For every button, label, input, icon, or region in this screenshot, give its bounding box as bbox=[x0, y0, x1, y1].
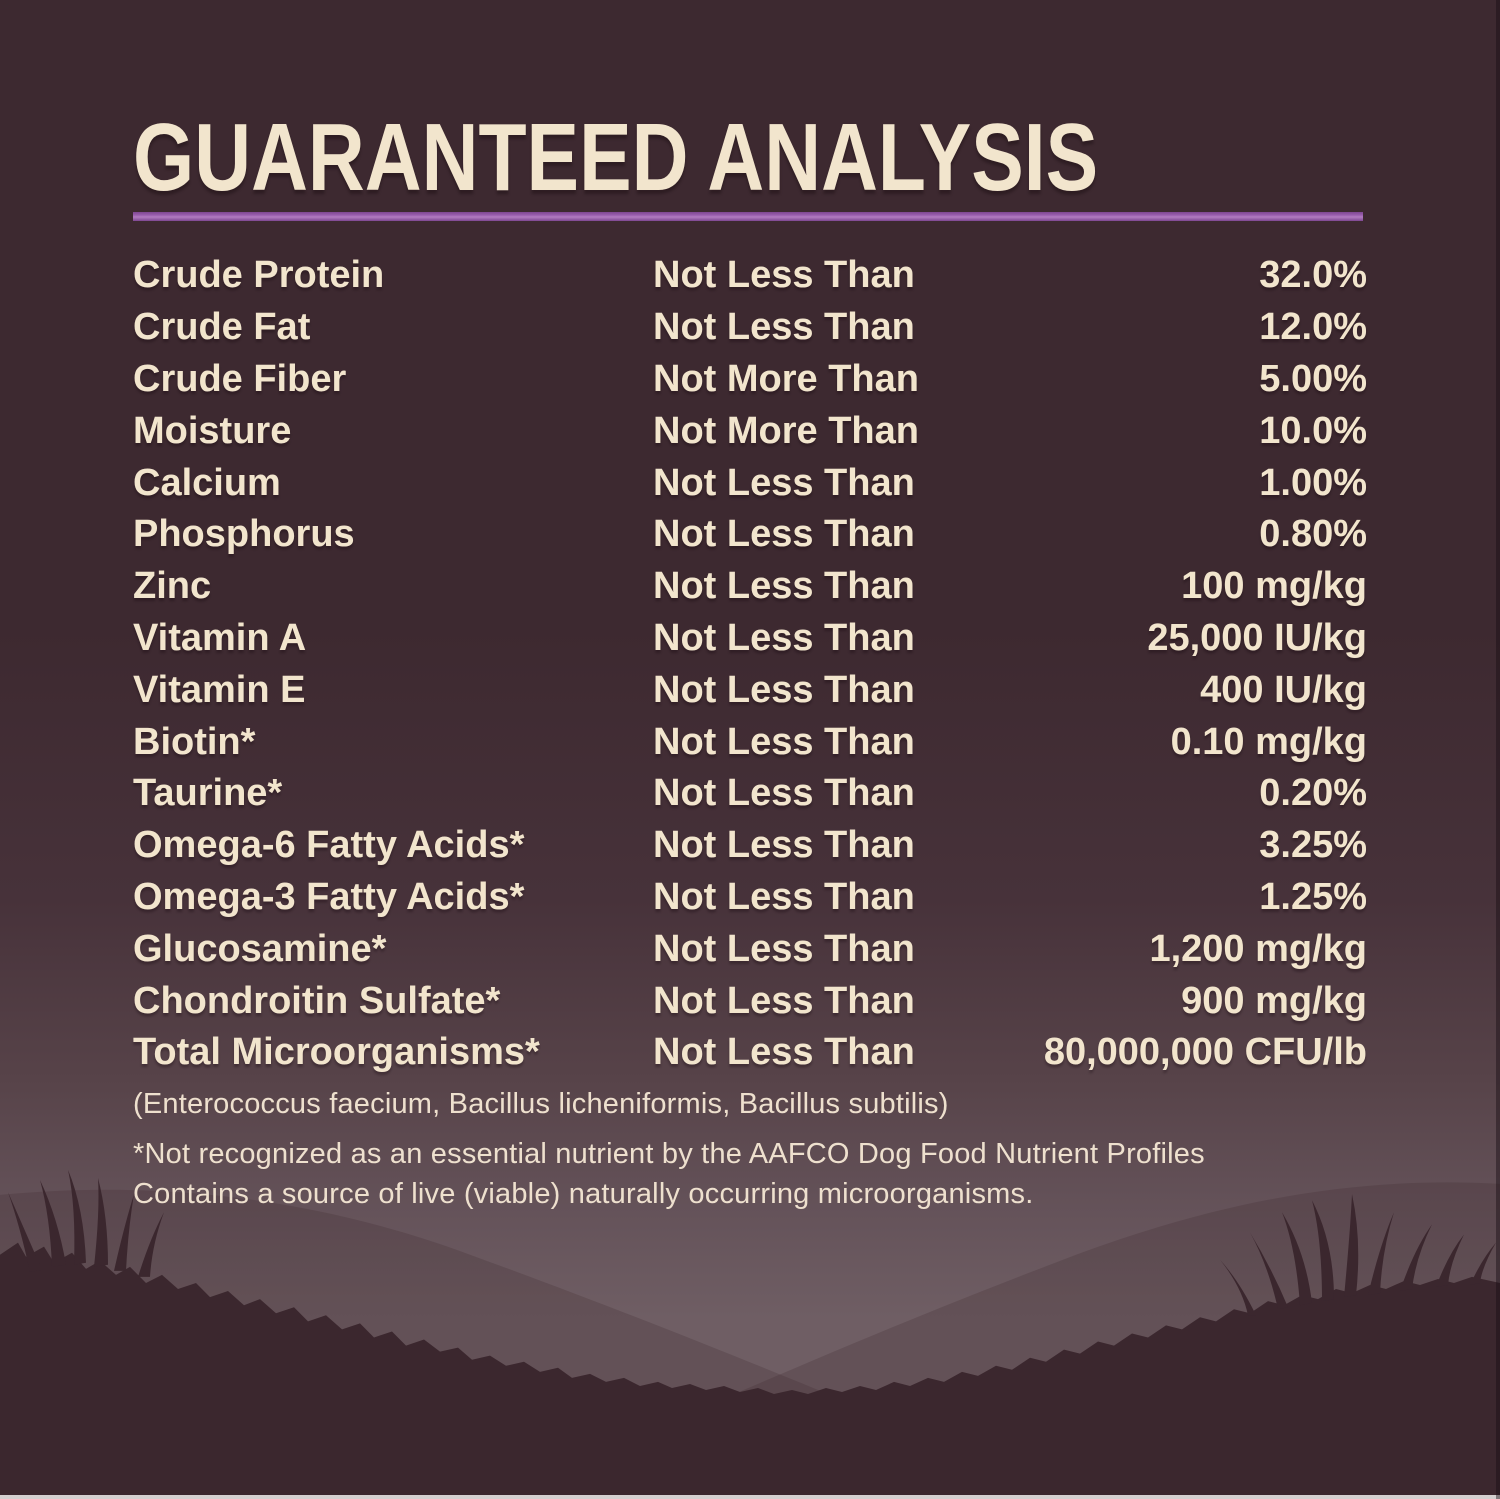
nutrient-name: Zinc bbox=[133, 565, 212, 608]
nutrient-name: Omega-3 Fatty Acids* bbox=[133, 875, 525, 918]
table-row: Vitamin E Not Less Than 400 IU/kg bbox=[133, 664, 1367, 716]
footnote-line-1: *Not recognized as an essential nutrient… bbox=[133, 1138, 1205, 1170]
table-row: Zinc Not Less Than 100 mg/kg bbox=[133, 561, 1367, 613]
nutrient-qualifier: Not Less Than bbox=[653, 461, 915, 504]
nutrient-value: 12.0% bbox=[1259, 306, 1367, 349]
table-row: Phosphorus Not Less Than 0.80% bbox=[133, 509, 1367, 561]
nutrient-qualifier: Not Less Than bbox=[653, 720, 915, 763]
image-right-edge bbox=[1496, 0, 1500, 1499]
nutrient-qualifier: Not Less Than bbox=[653, 979, 915, 1022]
divider-rule bbox=[133, 212, 1363, 221]
nutrient-name: Glucosamine* bbox=[133, 927, 387, 970]
nutrient-value: 1.00% bbox=[1259, 461, 1367, 504]
table-row: Vitamin A Not Less Than 25,000 IU/kg bbox=[133, 613, 1367, 665]
table-row: Crude Protein Not Less Than 32.0% bbox=[133, 250, 1367, 302]
nutrient-name: Crude Fiber bbox=[133, 357, 347, 400]
microorganisms-note: (Enterococcus faecium, Bacillus lichenif… bbox=[133, 1088, 949, 1120]
nutrient-name: Biotin* bbox=[133, 720, 256, 763]
nutrient-qualifier: Not Less Than bbox=[653, 927, 915, 970]
nutrient-name: Omega-6 Fatty Acids* bbox=[133, 824, 525, 867]
nutrient-value: 5.00% bbox=[1259, 357, 1367, 400]
table-row: Glucosamine* Not Less Than 1,200 mg/kg bbox=[133, 923, 1367, 975]
nutrient-value: 1,200 mg/kg bbox=[1149, 927, 1367, 970]
nutrient-qualifier: Not Less Than bbox=[653, 306, 915, 349]
nutrient-qualifier: Not Less Than bbox=[653, 1031, 915, 1074]
nutrient-qualifier: Not Less Than bbox=[653, 875, 915, 918]
nutrient-value: 10.0% bbox=[1259, 409, 1367, 452]
nutrient-qualifier: Not Less Than bbox=[653, 824, 915, 867]
image-bottom-edge bbox=[0, 1495, 1500, 1499]
table-row: Total Microorganisms* Not Less Than 80,0… bbox=[133, 1027, 1367, 1079]
nutrient-qualifier: Not Less Than bbox=[653, 772, 915, 815]
nutrient-name: Moisture bbox=[133, 409, 292, 452]
nutrient-name: Vitamin E bbox=[133, 668, 306, 711]
nutrient-qualifier: Not Less Than bbox=[653, 668, 915, 711]
footnote-line-2: Contains a source of live (viable) natur… bbox=[133, 1178, 1034, 1210]
nutrient-qualifier: Not More Than bbox=[653, 409, 919, 452]
table-row: Crude Fat Not Less Than 12.0% bbox=[133, 302, 1367, 354]
nutrient-value: 400 IU/kg bbox=[1200, 668, 1367, 711]
nutrient-value: 0.10 mg/kg bbox=[1170, 720, 1367, 763]
table-row: Chondroitin Sulfate* Not Less Than 900 m… bbox=[133, 975, 1367, 1027]
nutrient-value: 80,000,000 CFU/lb bbox=[1043, 1031, 1367, 1074]
nutrient-name: Vitamin A bbox=[133, 616, 307, 659]
nutrient-value: 1.25% bbox=[1259, 875, 1367, 918]
table-row: Calcium Not Less Than 1.00% bbox=[133, 457, 1367, 509]
table-row: Crude Fiber Not More Than 5.00% bbox=[133, 354, 1367, 406]
table-row: Omega-3 Fatty Acids* Not Less Than 1.25% bbox=[133, 872, 1367, 924]
nutrient-qualifier: Not Less Than bbox=[653, 254, 915, 297]
guaranteed-analysis-table: Crude Protein Not Less Than 32.0% Crude … bbox=[133, 250, 1367, 1079]
table-row: Biotin* Not Less Than 0.10 mg/kg bbox=[133, 716, 1367, 768]
nutrient-value: 3.25% bbox=[1259, 824, 1367, 867]
nutrient-value: 0.20% bbox=[1259, 772, 1367, 815]
nutrient-name: Crude Protein bbox=[133, 254, 385, 297]
nutrient-name: Phosphorus bbox=[133, 513, 355, 556]
aafco-footnote: *Not recognized as an essential nutrient… bbox=[133, 1134, 1205, 1214]
nutrient-value: 0.80% bbox=[1259, 513, 1367, 556]
nutrient-value: 900 mg/kg bbox=[1181, 979, 1367, 1022]
nutrient-qualifier: Not More Than bbox=[653, 357, 919, 400]
landscape-silhouette bbox=[0, 1169, 1500, 1495]
nutrient-value: 100 mg/kg bbox=[1181, 565, 1367, 608]
nutrient-qualifier: Not Less Than bbox=[653, 616, 915, 659]
table-row: Taurine* Not Less Than 0.20% bbox=[133, 768, 1367, 820]
table-row: Moisture Not More Than 10.0% bbox=[133, 405, 1367, 457]
grass-silhouette bbox=[0, 1169, 1500, 1495]
nutrient-name: Crude Fat bbox=[133, 306, 311, 349]
table-row: Omega-6 Fatty Acids* Not Less Than 3.25% bbox=[133, 820, 1367, 872]
nutrient-name: Taurine* bbox=[133, 772, 283, 815]
nutrient-qualifier: Not Less Than bbox=[653, 565, 915, 608]
nutrient-name: Chondroitin Sulfate* bbox=[133, 979, 501, 1022]
nutrient-qualifier: Not Less Than bbox=[653, 513, 915, 556]
nutrient-value: 32.0% bbox=[1259, 254, 1367, 297]
nutrient-value: 25,000 IU/kg bbox=[1147, 616, 1367, 659]
nutrient-name: Calcium bbox=[133, 461, 281, 504]
page-title: GUARANTEED ANALYSIS bbox=[133, 104, 1099, 211]
nutrient-name: Total Microorganisms* bbox=[133, 1031, 540, 1074]
